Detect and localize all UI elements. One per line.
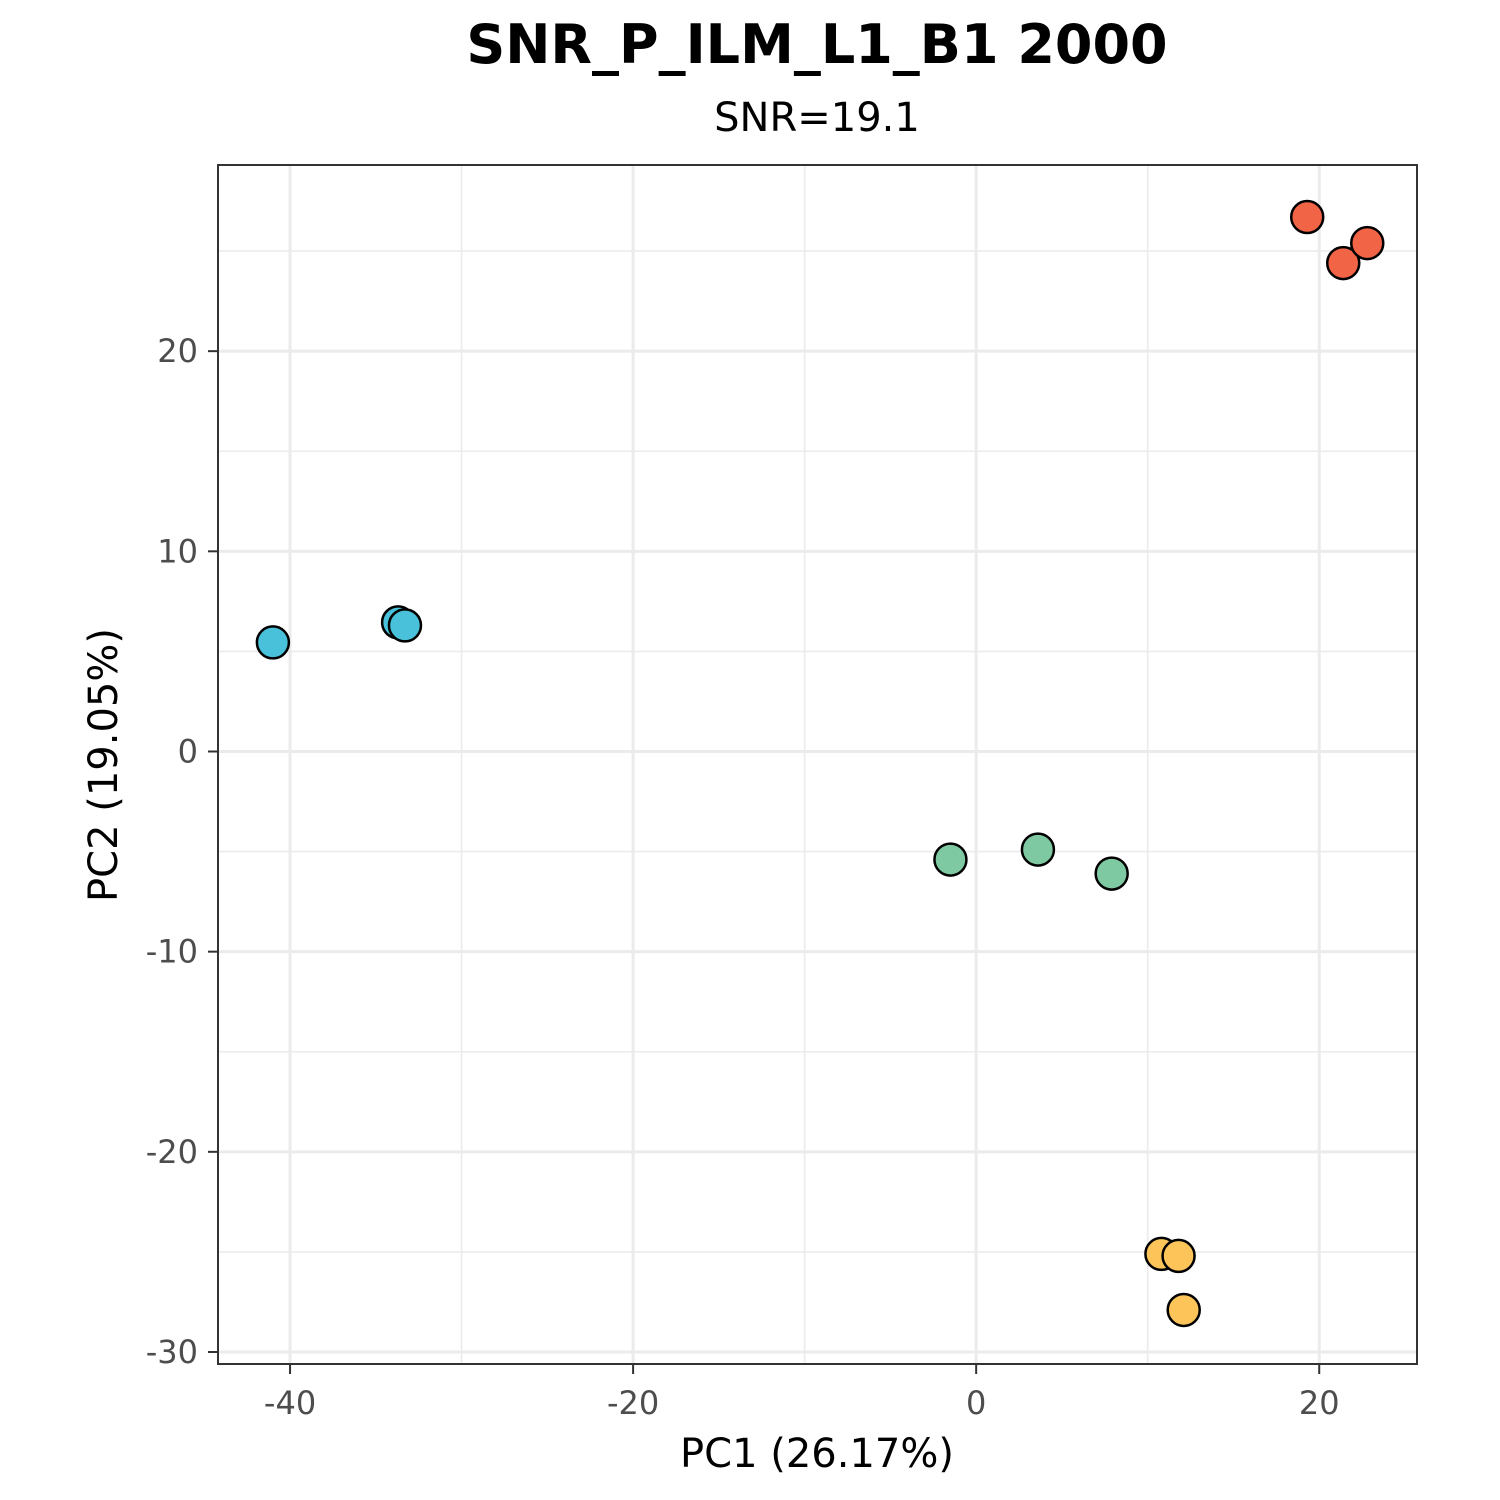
grid [218, 165, 1417, 1364]
chart-title: SNR_P_ILM_L1_B1 2000 [466, 13, 1167, 76]
plot-panel [217, 164, 1418, 1365]
data-points [255, 199, 1385, 1328]
y-tick-label: -10 [146, 933, 198, 971]
y-axis-label: PC2 (19.05%) [81, 628, 127, 902]
data-point [387, 608, 423, 643]
data-point [933, 842, 968, 877]
data-point [1020, 832, 1056, 867]
x-axis-label: PC1 (26.17%) [680, 1431, 954, 1477]
data-point [1350, 225, 1385, 261]
panel-background [218, 165, 1417, 1364]
y-tick-label: -20 [146, 1133, 198, 1171]
y-tick-label: 10 [157, 532, 198, 570]
x-tick-label: -20 [607, 1384, 659, 1422]
x-tick-label: 20 [1299, 1384, 1340, 1422]
chart-subtitle: SNR=19.1 [714, 95, 920, 141]
y-tick-label: 20 [157, 332, 198, 370]
panel-border [217, 164, 1418, 1365]
data-point [1094, 856, 1129, 891]
x-axis: -40 -20 0 20 [264, 1364, 1340, 1422]
y-tick-label: 0 [178, 732, 198, 770]
x-tick-label: 0 [966, 1384, 986, 1422]
y-axis: -30 -20 -10 0 10 20 [146, 332, 218, 1371]
data-point [1161, 1238, 1196, 1274]
data-point [255, 625, 291, 660]
data-point [1289, 199, 1325, 235]
data-point [1325, 245, 1361, 281]
x-tick-label: -40 [264, 1384, 316, 1422]
data-point [1166, 1292, 1201, 1328]
y-tick-label: -30 [146, 1333, 198, 1371]
